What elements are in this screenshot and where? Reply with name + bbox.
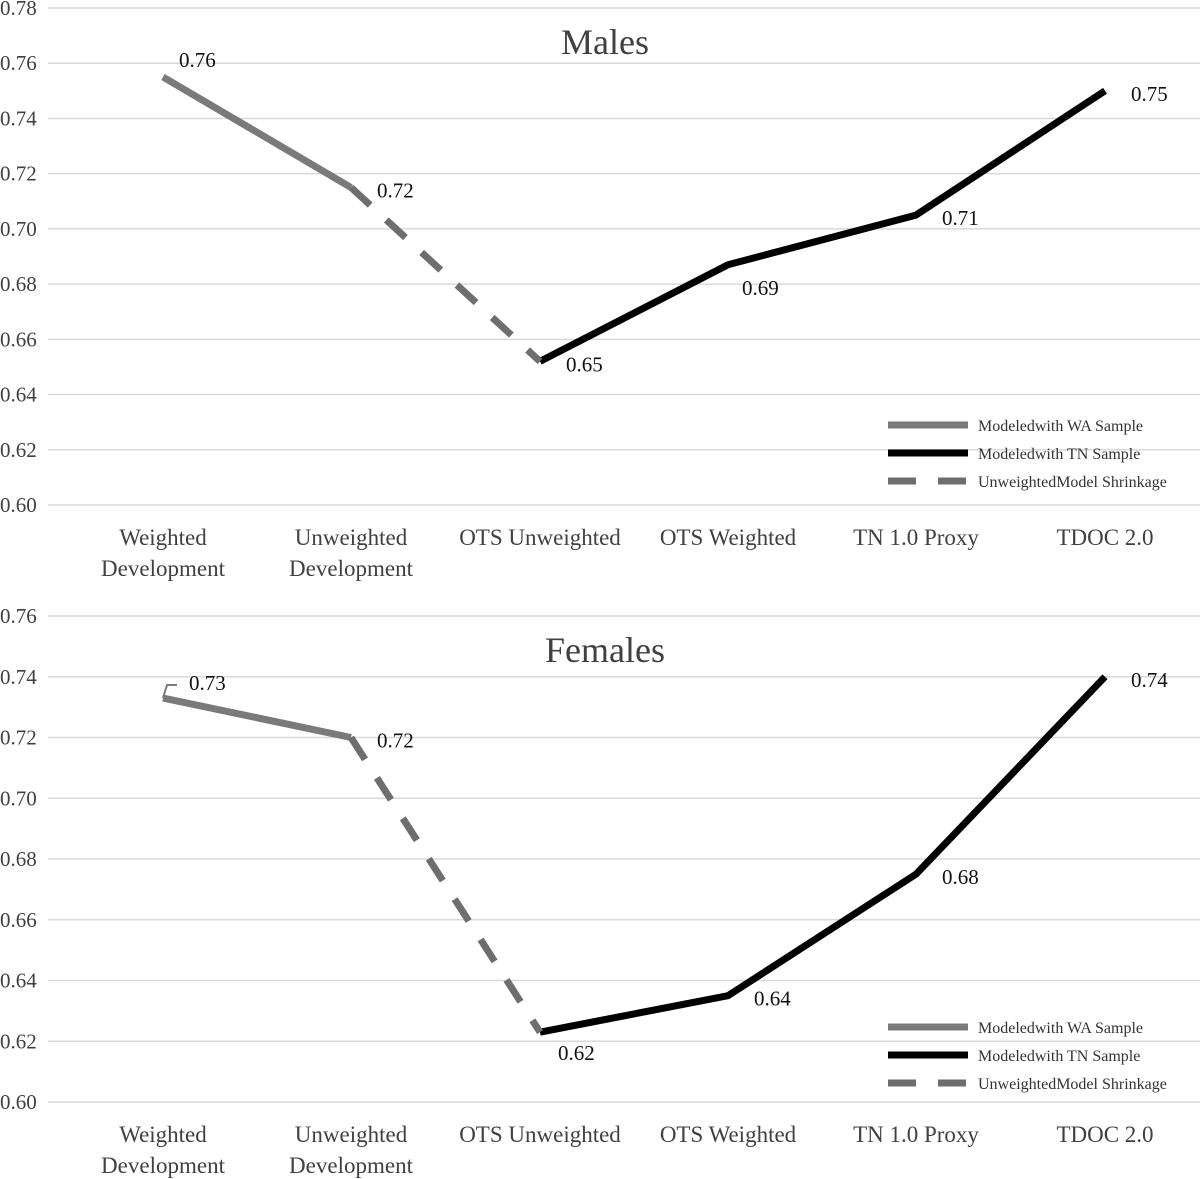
x-tick-label: Development [289,1153,414,1178]
y-tick-label: 0.70 [0,786,37,810]
y-tick-label: 0.62 [0,1029,37,1053]
data-label: 0.76 [179,48,216,72]
legend-label: UnweightedModel Shrinkage [978,1076,1167,1093]
females-panel: 0.60 0.62 0.64 0.66 0.68 0.70 0.72 0.74 0.76 Weig… [0,604,1200,1178]
males-panel: 0.60 0.62 0.64 0.66 0.68 0.70 0.72 0.74 0.76 0.78… [0,0,1200,581]
y-tick-label: 0.64 [0,383,37,407]
y-tick-label: 0.60 [0,1090,37,1114]
series-line [538,87,1107,365]
data-label: 0.71 [942,206,979,230]
data-label: 0.62 [558,1041,595,1065]
chart-title: Males [561,22,649,62]
data-label: 0.69 [742,276,779,300]
data-label: 0.74 [1131,668,1168,692]
series-line [539,674,1108,1036]
x-tick-label: TN 1.0 Proxy [853,525,979,550]
x-tick-label: TDOC 2.0 [1056,525,1153,550]
legend-label: Modeledwith WA Sample [978,418,1143,435]
series-line [162,694,352,741]
x-tick-label: Weighted [119,525,207,550]
y-tick-label: 0.78 [0,0,37,20]
legend-label: Modeledwith TN Sample [978,446,1140,463]
x-tick-label: Unweighted [295,525,408,550]
y-tick-label: 0.60 [0,493,37,517]
legend-label: Modeledwith TN Sample [978,1048,1140,1065]
data-label: 0.73 [189,671,226,695]
legend-label: UnweightedModel Shrinkage [978,474,1167,491]
y-tick-label: 0.64 [0,969,37,993]
y-tick-label: 0.72 [0,162,37,186]
y-tick-label: 0.74 [0,106,37,130]
x-tick-label: TDOC 2.0 [1056,1122,1153,1147]
data-label: 0.72 [377,178,414,202]
y-tick-label: 0.66 [0,908,37,932]
y-tick-label: 0.70 [0,217,37,241]
x-tick-label: TN 1.0 Proxy [853,1122,979,1147]
x-tick-label: Development [101,1153,226,1178]
y-tick-label: 0.76 [0,51,37,75]
x-tick-label: OTS Unweighted [459,1122,621,1147]
data-label: 0.64 [754,987,791,1011]
y-tick-label: 0.76 [0,604,37,628]
data-label: 0.65 [566,352,603,376]
x-tick-label: OTS Weighted [660,525,797,550]
y-tick-label: 0.62 [0,438,37,462]
series-line [161,74,353,191]
x-tick-label: OTS Weighted [660,1122,797,1147]
y-tick-label: 0.68 [0,847,37,871]
data-label: 0.68 [942,865,979,889]
label-leader-line [162,684,177,699]
y-tick-label: 0.72 [0,726,37,750]
chart-title: Females [545,630,665,670]
y-tick-label: 0.74 [0,665,37,689]
data-label: 0.72 [377,729,414,753]
x-tick-label: Weighted [119,1122,207,1147]
x-tick-label: Development [289,556,414,581]
y-tick-label: 0.68 [0,272,37,296]
x-tick-label: Unweighted [295,1122,408,1147]
x-tick-label: Development [101,556,226,581]
legend-label: Modeledwith WA Sample [978,1020,1143,1037]
data-label: 0.75 [1131,82,1168,106]
x-tick-label: OTS Unweighted [459,525,621,550]
y-tick-label: 0.66 [0,327,37,351]
series-line [348,184,543,364]
series-line [348,735,543,1035]
